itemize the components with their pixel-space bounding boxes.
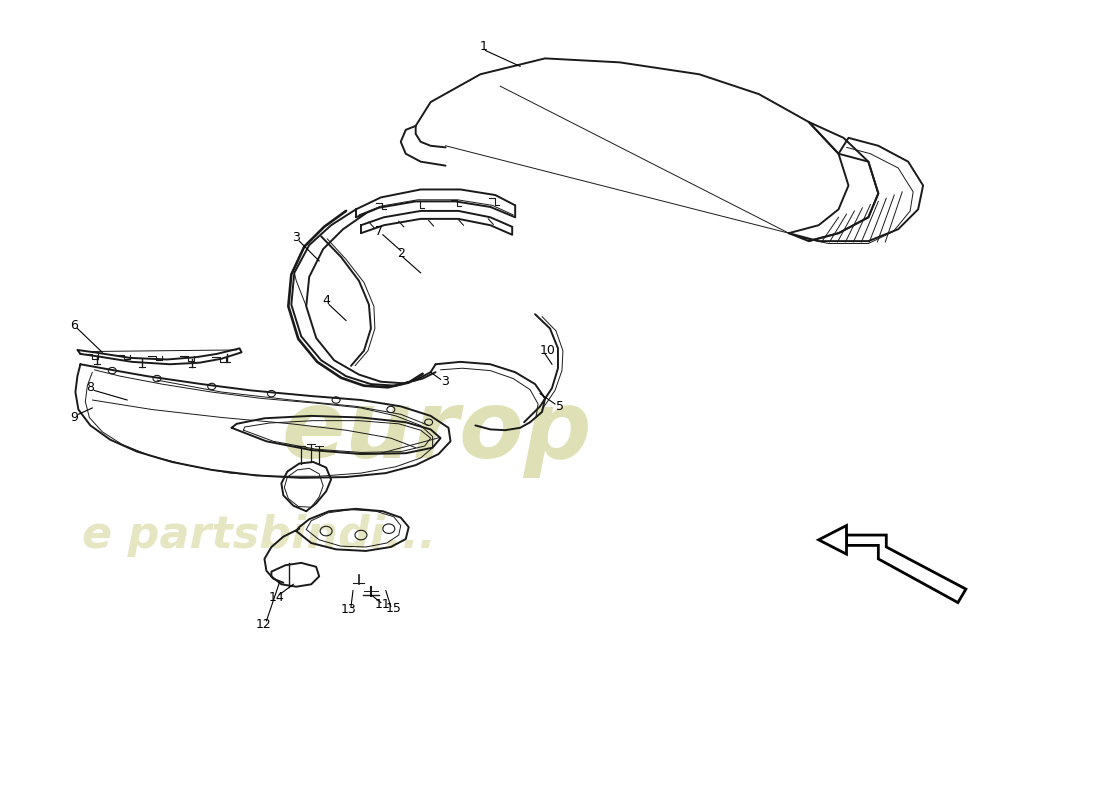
Text: 9: 9 <box>70 411 78 424</box>
Text: 3: 3 <box>441 375 449 388</box>
Text: 3: 3 <box>293 230 300 244</box>
Polygon shape <box>818 526 847 554</box>
Text: e partsbindi...: e partsbindi... <box>82 514 436 557</box>
Text: 1: 1 <box>480 40 487 53</box>
Text: 11: 11 <box>375 598 390 611</box>
Text: 8: 8 <box>86 381 95 394</box>
Text: 7: 7 <box>375 225 383 238</box>
Text: 13: 13 <box>341 603 356 616</box>
Text: 4: 4 <box>322 294 330 307</box>
Text: europ: europ <box>282 386 592 478</box>
Text: 15: 15 <box>386 602 402 615</box>
Text: 14: 14 <box>268 591 284 604</box>
Text: 12: 12 <box>255 618 272 630</box>
Polygon shape <box>847 535 966 602</box>
Text: 6: 6 <box>70 319 78 332</box>
Text: 10: 10 <box>540 344 556 358</box>
Text: 2: 2 <box>397 246 405 259</box>
Text: 5: 5 <box>556 400 564 413</box>
